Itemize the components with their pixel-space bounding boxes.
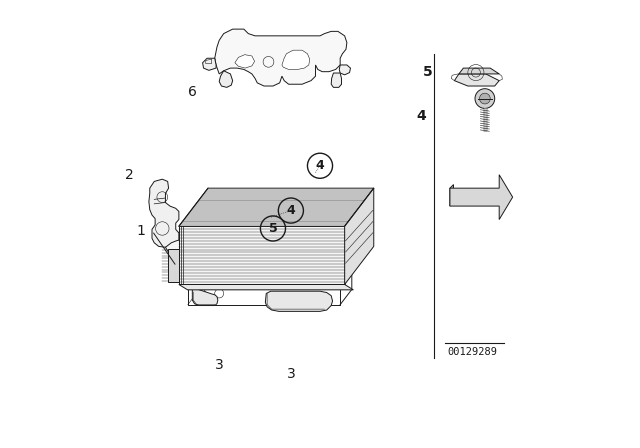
Polygon shape bbox=[220, 71, 233, 87]
Polygon shape bbox=[235, 55, 255, 68]
Polygon shape bbox=[165, 240, 330, 269]
Circle shape bbox=[475, 89, 495, 108]
Polygon shape bbox=[215, 29, 347, 86]
Circle shape bbox=[479, 93, 490, 104]
Text: 3: 3 bbox=[287, 367, 295, 381]
Polygon shape bbox=[450, 175, 513, 220]
Text: 00129289: 00129289 bbox=[447, 347, 497, 357]
Polygon shape bbox=[192, 289, 218, 306]
Polygon shape bbox=[179, 284, 353, 290]
Polygon shape bbox=[266, 291, 333, 311]
Text: 4: 4 bbox=[287, 204, 295, 217]
Text: 1: 1 bbox=[136, 224, 145, 238]
Text: 5: 5 bbox=[422, 65, 433, 79]
Polygon shape bbox=[179, 226, 345, 284]
Polygon shape bbox=[332, 73, 342, 87]
Text: 6: 6 bbox=[188, 85, 196, 99]
Polygon shape bbox=[459, 68, 499, 74]
Polygon shape bbox=[339, 65, 351, 75]
Polygon shape bbox=[168, 249, 179, 282]
Polygon shape bbox=[454, 74, 499, 86]
Polygon shape bbox=[179, 188, 374, 226]
Text: 2: 2 bbox=[125, 168, 134, 182]
Polygon shape bbox=[345, 188, 374, 284]
Polygon shape bbox=[311, 237, 332, 263]
Polygon shape bbox=[203, 58, 216, 70]
Polygon shape bbox=[450, 185, 454, 206]
Text: 3: 3 bbox=[215, 358, 223, 372]
Polygon shape bbox=[282, 50, 310, 69]
Text: 4: 4 bbox=[416, 109, 426, 124]
Text: 5: 5 bbox=[269, 222, 277, 235]
Polygon shape bbox=[188, 268, 216, 287]
Text: 4: 4 bbox=[316, 159, 324, 172]
Polygon shape bbox=[149, 179, 179, 247]
